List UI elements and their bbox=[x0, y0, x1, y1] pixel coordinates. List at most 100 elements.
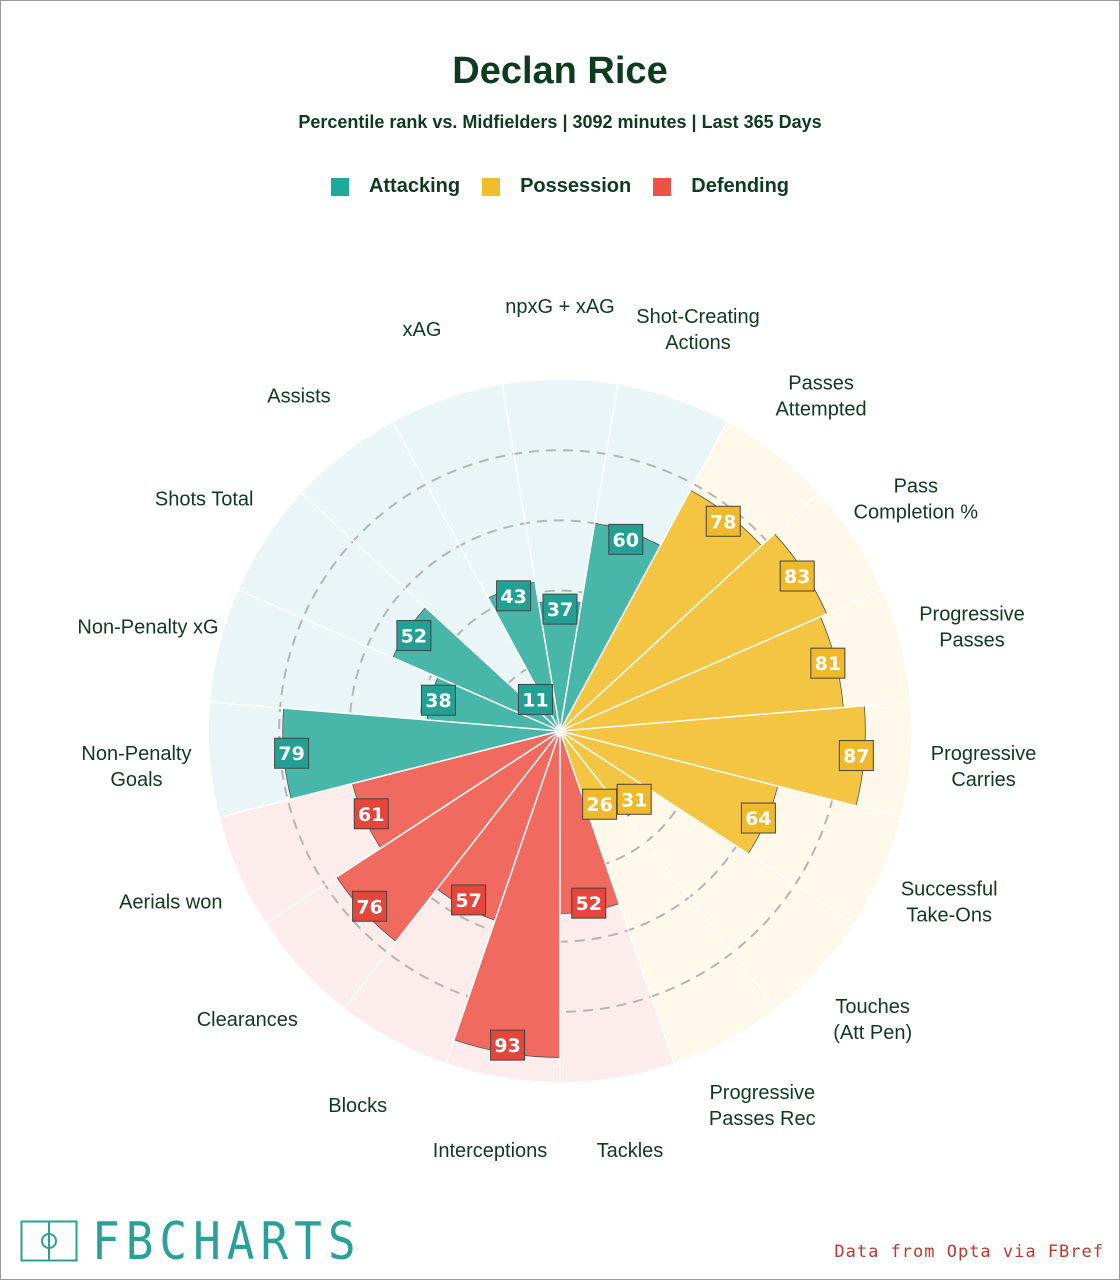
chart-title: Declan Rice bbox=[452, 50, 668, 92]
category-label-line: Goals bbox=[110, 769, 162, 791]
legend-item-defending: Defending bbox=[653, 175, 789, 198]
value-label-box bbox=[353, 798, 389, 830]
category-label: Successful Take-Ons bbox=[901, 879, 998, 927]
category-label-line: Carries bbox=[951, 769, 1015, 791]
sector-divider bbox=[238, 589, 561, 732]
value-label-box bbox=[582, 788, 618, 820]
category-label: Shots Total bbox=[155, 489, 254, 511]
sector-divider bbox=[559, 730, 855, 924]
value-label: 37 bbox=[542, 593, 578, 625]
value-labels: 37 60 78 83 81 87 64 31 26 52 93 57 76 61 79 38 52 11 43 bbox=[274, 505, 874, 1061]
category-label: npxG + xAG bbox=[505, 296, 615, 318]
value-label-box bbox=[705, 505, 741, 537]
pitch-icon bbox=[20, 1220, 78, 1262]
value-label-text: 52 bbox=[401, 626, 427, 648]
value-label-box bbox=[542, 593, 578, 625]
value-label-text: 64 bbox=[745, 808, 771, 830]
value-label-box bbox=[451, 884, 487, 916]
value-label-text: 57 bbox=[455, 890, 481, 912]
value-label: 38 bbox=[420, 684, 456, 716]
value-label-box bbox=[616, 783, 652, 815]
legend-swatch-attacking bbox=[330, 177, 349, 196]
category-label-line: Pass bbox=[894, 476, 938, 498]
value-label: 60 bbox=[608, 523, 644, 555]
sector-divider bbox=[559, 421, 728, 732]
sector-divider bbox=[559, 492, 819, 732]
category-label: Shot-Creating Actions bbox=[636, 306, 759, 354]
category-label: Tackles bbox=[597, 1140, 664, 1162]
value-label-text: 26 bbox=[586, 794, 612, 816]
value-label: 11 bbox=[517, 683, 553, 715]
category-label: Assists bbox=[267, 386, 330, 408]
category-label-line: Aerials won bbox=[119, 892, 222, 914]
legend-label-attacking: Attacking bbox=[368, 175, 461, 197]
category-label: Clearances bbox=[197, 1009, 298, 1031]
category-label-line: Touches bbox=[835, 996, 910, 1018]
value-label-box bbox=[517, 683, 553, 715]
category-label: xAG bbox=[403, 319, 442, 341]
category-label: Aerials won bbox=[119, 892, 222, 914]
value-label-box bbox=[810, 647, 846, 679]
category-label: Blocks bbox=[328, 1095, 387, 1117]
legend-label-possession: Possession bbox=[520, 175, 632, 197]
category-label-line: Passes Rec bbox=[709, 1108, 816, 1130]
chart-subtitle: Percentile rank vs. Midfielders | 3092 m… bbox=[298, 112, 822, 132]
legend-swatch-possession bbox=[482, 177, 501, 196]
value-label-text: 81 bbox=[815, 653, 841, 675]
category-label: Passes Attempted bbox=[775, 373, 866, 421]
category-label-line: Non-Penalty bbox=[81, 743, 191, 765]
category-labels: npxG + xAG Shot-Creating Actions Passes Atte… bbox=[77, 296, 1036, 1162]
value-label: 79 bbox=[274, 737, 310, 769]
value-label-text: 76 bbox=[356, 896, 382, 918]
category-label: Non-Penalty Goals bbox=[81, 743, 191, 791]
category-label-line: Shot-Creating bbox=[636, 306, 759, 328]
legend-swatch-defending bbox=[653, 177, 672, 196]
value-label: 93 bbox=[490, 1029, 526, 1061]
sector-divider bbox=[301, 492, 561, 732]
value-label: 87 bbox=[838, 740, 874, 772]
value-label-text: 87 bbox=[843, 746, 869, 768]
category-label-line: Shots Total bbox=[155, 489, 254, 511]
value-label-text: 37 bbox=[547, 599, 573, 621]
category-label-line: Passes bbox=[939, 630, 1005, 652]
category-label: Touches (Att Pen) bbox=[833, 996, 912, 1044]
value-label-text: 93 bbox=[494, 1035, 520, 1057]
sector-divider bbox=[559, 730, 901, 818]
legend-label-defending: Defending bbox=[691, 175, 790, 197]
category-label: Non-Penalty xG bbox=[77, 617, 218, 639]
value-label-box bbox=[838, 740, 874, 772]
category-label: Progressive Passes bbox=[919, 604, 1025, 652]
background-sector bbox=[502, 380, 618, 731]
sector-divider bbox=[559, 730, 777, 1009]
category-label: Interceptions bbox=[433, 1140, 548, 1162]
value-label-text: 79 bbox=[278, 743, 304, 765]
value-label-box bbox=[352, 890, 388, 922]
value-label-box bbox=[779, 560, 815, 592]
value-label: 61 bbox=[353, 798, 389, 830]
value-label: 52 bbox=[396, 620, 432, 652]
value-label: 43 bbox=[496, 580, 532, 612]
value-label: 83 bbox=[779, 560, 815, 592]
background-sector bbox=[301, 422, 560, 731]
sector-divider bbox=[559, 384, 619, 732]
value-label: 76 bbox=[352, 890, 388, 922]
category-label-line: Non-Penalty xG bbox=[77, 617, 218, 639]
value-label: 78 bbox=[705, 505, 741, 537]
category-label-line: Successful bbox=[901, 879, 998, 901]
category-label: Progressive Carries bbox=[931, 743, 1037, 791]
value-label-box bbox=[396, 620, 432, 652]
value-label: 52 bbox=[571, 887, 607, 919]
sector-divider bbox=[559, 701, 910, 732]
sector-divider bbox=[559, 730, 675, 1064]
category-label-line: Assists bbox=[267, 386, 330, 408]
category-label-line: Clearances bbox=[197, 1009, 298, 1031]
value-label-text: 43 bbox=[500, 586, 526, 608]
value-label-text: 31 bbox=[621, 789, 647, 811]
value-label-box bbox=[571, 887, 607, 919]
category-label-line: xAG bbox=[403, 319, 442, 341]
category-label-line: Tackles bbox=[597, 1140, 664, 1162]
sector-divider bbox=[392, 421, 561, 732]
value-label-box bbox=[490, 1029, 526, 1061]
legend-item-possession: Possession bbox=[482, 175, 631, 198]
legend-item-attacking: Attacking bbox=[330, 175, 461, 198]
